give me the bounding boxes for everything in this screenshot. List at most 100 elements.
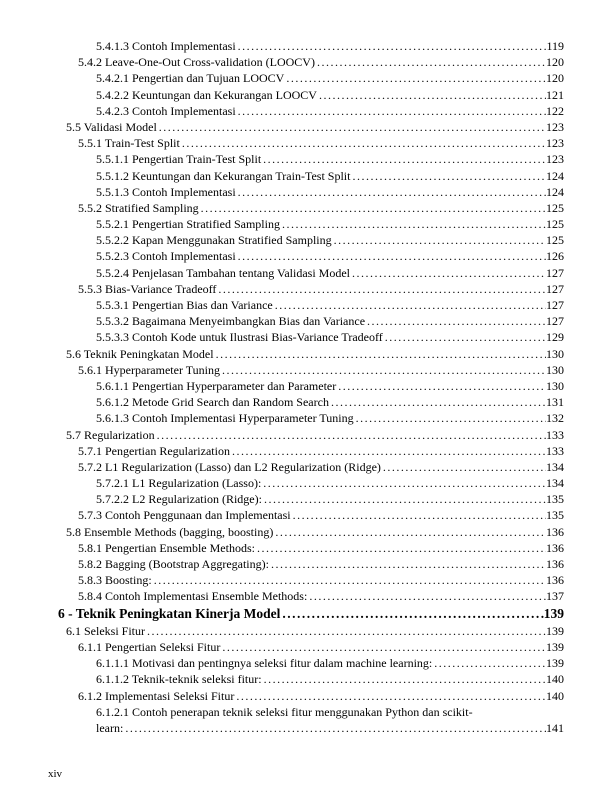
toc-entry: 5.5.2.2 Kapan Menggunakan Stratified Sam… (48, 232, 564, 248)
toc-entry-page: 127 (546, 297, 564, 313)
toc-entry-label: 6.1.1.2 Teknik-teknik seleksi fitur: (96, 671, 262, 687)
toc-entry: 5.5.1.1 Pengertian Train-Test Split 123 (48, 151, 564, 167)
toc-entry-page: 130 (546, 346, 564, 362)
toc-entry-label: 5.5.2.1 Pengertian Stratified Sampling (96, 216, 280, 232)
toc-entry: 6.1.1 Pengertian Seleksi Fitur139 (48, 639, 564, 655)
toc-leader-dots (273, 297, 546, 313)
toc-entry-label-tail: learn: (96, 720, 123, 736)
toc-leader-dots (220, 362, 546, 378)
toc-entry-page: 119 (546, 38, 564, 54)
toc-entry-label: 5.5.2.4 Penjelasan Tambahan tentang Vali… (96, 265, 350, 281)
toc-entry-page: 127 (546, 313, 564, 329)
toc-entry-page: 139 (546, 623, 564, 639)
toc-leader-dots (383, 329, 546, 345)
toc-leader-dots (236, 103, 546, 119)
toc-entry-label: 6.1.2 Implementasi Seleksi Fitur (78, 688, 234, 704)
toc-leader-dots (234, 688, 546, 704)
toc-entry-label: 6.1.1.1 Motivasi dan pentingnya seleksi … (96, 655, 432, 671)
toc-entry-label: 5.6.1 Hyperparameter Tuning (78, 362, 220, 378)
toc-leader-dots (145, 623, 546, 639)
toc-entry: 5.6.1.2 Metode Grid Search dan Random Se… (48, 394, 564, 410)
toc-entry-label: 5.5.2 Stratified Sampling (78, 200, 199, 216)
toc-entry-page: 134 (546, 459, 564, 475)
toc-entry: 5.7.2.1 L1 Regularization (Lasso): 134 (48, 475, 564, 491)
toc-leader-dots (317, 87, 546, 103)
toc-entry-page: 123 (546, 119, 564, 135)
toc-entry-page: 126 (546, 248, 564, 264)
toc-entry-label: 5.4.2.2 Keuntungan dan Kekurangan LOOCV (96, 87, 317, 103)
toc-entry-label: 6.1.1 Pengertian Seleksi Fitur (78, 639, 220, 655)
toc-entry-page: 133 (546, 427, 564, 443)
toc-entry-page: 134 (546, 475, 564, 491)
toc-entry-page: 141 (546, 720, 564, 736)
toc-entry: 5.8.4 Contoh Implementasi Ensemble Metho… (48, 588, 564, 604)
toc-entry-label: 5.6 Teknik Peningkatan Model (66, 346, 214, 362)
toc-entry-label: 5.8 Ensemble Methods (bagging, boosting) (66, 524, 273, 540)
toc-entry: 5.8.3 Boosting:136 (48, 572, 564, 588)
toc-entry-continuation: learn: 141 (48, 720, 564, 736)
toc-leader-dots (214, 346, 546, 362)
toc-entry: 5.6.1.3 Contoh Implementasi Hyperparamet… (48, 410, 564, 426)
toc-entry-page: 132 (546, 410, 564, 426)
toc-entry: 5.5 Validasi Model123 (48, 119, 564, 135)
toc-leader-dots (381, 459, 546, 475)
toc-entry: 5.5.3 Bias-Variance Tradeoff127 (48, 281, 564, 297)
table-of-contents: 5.4.1.3 Contoh Implementasi1195.4.2 Leav… (48, 38, 564, 736)
toc-entry: 5.7.2 L1 Regularization (Lasso) dan L2 R… (48, 459, 564, 475)
toc-leader-dots (262, 491, 546, 507)
toc-entry: 5.4.2.2 Keuntungan dan Kekurangan LOOCV1… (48, 87, 564, 103)
toc-entry-page: 124 (546, 184, 564, 200)
toc-entry: 5.5.3.2 Bagaimana Menyeimbangkan Bias da… (48, 313, 564, 329)
toc-leader-dots (152, 572, 546, 588)
toc-entry-label: 5.5.3.3 Contoh Kode untuk Ilustrasi Bias… (96, 329, 383, 345)
toc-leader-dots (284, 70, 546, 86)
page-number: xiv (48, 768, 62, 780)
toc-entry-page: 131 (546, 394, 564, 410)
toc-entry-page: 120 (546, 54, 564, 70)
toc-leader-dots (236, 184, 546, 200)
toc-entry-label: 5.7.2.2 L2 Regularization (Ridge): (96, 491, 262, 507)
toc-entry-page: 133 (546, 443, 564, 459)
toc-entry-page: 136 (546, 556, 564, 572)
toc-leader-dots (220, 639, 546, 655)
toc-entry-label: 5.4.2.1 Pengertian dan Tujuan LOOCV (96, 70, 284, 86)
toc-entry: 6.1.1.2 Teknik-teknik seleksi fitur:140 (48, 671, 564, 687)
toc-entry-label: 5.5.2.3 Contoh Implementasi (96, 248, 236, 264)
toc-entry: 5.4.2.1 Pengertian dan Tujuan LOOCV120 (48, 70, 564, 86)
toc-leader-dots (329, 394, 546, 410)
toc-entry: 5.4.1.3 Contoh Implementasi119 (48, 38, 564, 54)
toc-entry-label: 5.5.1.1 Pengertian Train-Test Split (96, 151, 261, 167)
toc-entry: 5.8.1 Pengertian Ensemble Methods: 136 (48, 540, 564, 556)
toc-leader-dots (261, 475, 546, 491)
toc-entry-page: 127 (546, 265, 564, 281)
toc-leader-dots (155, 427, 546, 443)
toc-entry-label: 5.8.1 Pengertian Ensemble Methods: (78, 540, 255, 556)
toc-entry: 5.7 Regularization133 (48, 427, 564, 443)
toc-entry-page: 130 (546, 362, 564, 378)
toc-entry: 6.1.2 Implementasi Seleksi Fitur140 (48, 688, 564, 704)
toc-leader-dots (236, 38, 547, 54)
toc-entry-label: 5.6.1.3 Contoh Implementasi Hyperparamet… (96, 410, 354, 426)
toc-entry: 6.1.2.1 Contoh penerapan teknik seleksi … (48, 704, 564, 720)
toc-entry-page: 135 (546, 491, 564, 507)
toc-entry-label: 5.8.2 Bagging (Bootstrap Aggregating): (78, 556, 269, 572)
toc-entry-page: 139 (546, 655, 564, 671)
toc-entry: 5.5.2.3 Contoh Implementasi 126 (48, 248, 564, 264)
toc-entry-page: 136 (546, 540, 564, 556)
toc-entry-label: 5.5.2.2 Kapan Menggunakan Stratified Sam… (96, 232, 332, 248)
toc-leader-dots (432, 655, 546, 671)
toc-entry-label: 5.7.2.1 L1 Regularization (Lasso): (96, 475, 261, 491)
toc-entry-label: 5.5.1 Train-Test Split (78, 135, 180, 151)
toc-leader-dots (336, 378, 546, 394)
toc-entry-page: 123 (546, 135, 564, 151)
toc-leader-dots (230, 443, 546, 459)
toc-entry: 5.5.3.1 Pengertian Bias dan Variance127 (48, 297, 564, 313)
toc-entry-page: 125 (546, 232, 564, 248)
toc-entry-label: 5.5.1.2 Keuntungan dan Kekurangan Train-… (96, 168, 350, 184)
toc-entry-label: 5.4.2.3 Contoh Implementasi (96, 103, 236, 119)
toc-entry-page: 123 (546, 151, 564, 167)
toc-entry-page: 129 (546, 329, 564, 345)
toc-entry-label: 6.1.2.1 Contoh penerapan teknik seleksi … (96, 704, 473, 720)
toc-entry: 5.5.1 Train-Test Split 123 (48, 135, 564, 151)
toc-leader-dots (236, 248, 546, 264)
